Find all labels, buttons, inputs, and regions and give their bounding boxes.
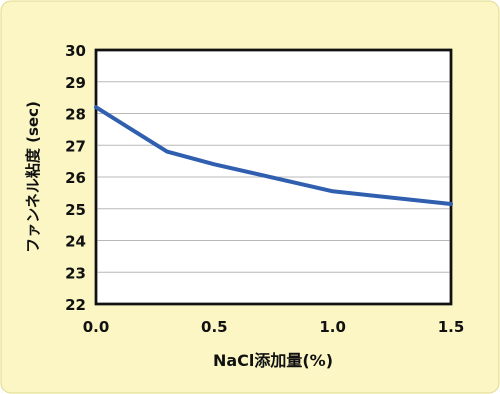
- y-tick-label: 25: [65, 201, 86, 219]
- y-tick-label: 23: [65, 264, 86, 282]
- series-layer: [94, 105, 453, 206]
- y-tick-label: 28: [65, 106, 86, 124]
- x-tick-label: 0.5: [201, 318, 228, 336]
- y-tick-label: 22: [65, 296, 86, 314]
- y-tick-label: 26: [65, 169, 86, 187]
- plot-border: [94, 48, 453, 306]
- x-tick-label: 1.5: [438, 318, 465, 336]
- y-axis-label: ファンネル粘度 (sec): [24, 101, 42, 253]
- y-tick-labels: 22 23 24 25 26 27 28 29 30: [65, 42, 86, 314]
- y-tick-label: 29: [65, 74, 86, 92]
- series-line: [94, 105, 453, 206]
- x-tick-label: 0.0: [83, 318, 110, 336]
- grid-lines: [96, 81, 451, 273]
- x-tick-labels: 0.0 0.5 1.0 1.5: [83, 318, 465, 336]
- y-tick-label: 30: [65, 42, 86, 60]
- y-tick-label: 24: [65, 233, 86, 251]
- y-tick-label: 27: [65, 137, 86, 155]
- x-axis-label: NaCl添加量(%): [213, 351, 333, 370]
- x-tick-label: 1.0: [319, 318, 346, 336]
